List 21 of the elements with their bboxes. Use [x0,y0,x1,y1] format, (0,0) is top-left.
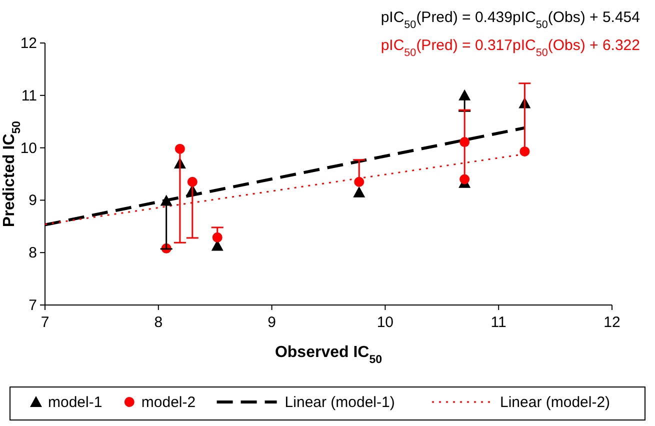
legend-label: Linear (model-2) [500,394,610,411]
point [353,186,366,198]
x-tick-label: 9 [268,314,276,331]
y-tick-label: 7 [28,297,37,314]
legend-label: model-2 [141,394,196,411]
y-tick-label: 11 [21,87,37,104]
x-axis-title: Observed IC$_{50}$ [274,344,382,366]
x-tick-label: 11 [490,314,506,331]
y-tick-label: 8 [28,244,37,262]
text: pIC$_{50}$(Pred) = 0.439pIC$_{50}$(Obs) + 5.454 [380,9,640,31]
y-tick-label: 9 [28,192,37,210]
legend-label: model-1 [48,394,102,411]
annotation: pIC$_{50}$(Pred) = 0.317pIC$_{50}$(Obs) + 6.322 [380,37,640,59]
x-tick-label: 12 [604,314,620,331]
legend-label: Linear (model-1) [284,394,395,411]
point [458,89,471,100]
x-tick-label: 8 [154,314,163,331]
y-tick-label: 10 [20,140,37,157]
x-tick-label: 10 [376,314,394,331]
y-tick-label: 12 [20,35,37,52]
x-tick-label: 7 [40,314,50,331]
